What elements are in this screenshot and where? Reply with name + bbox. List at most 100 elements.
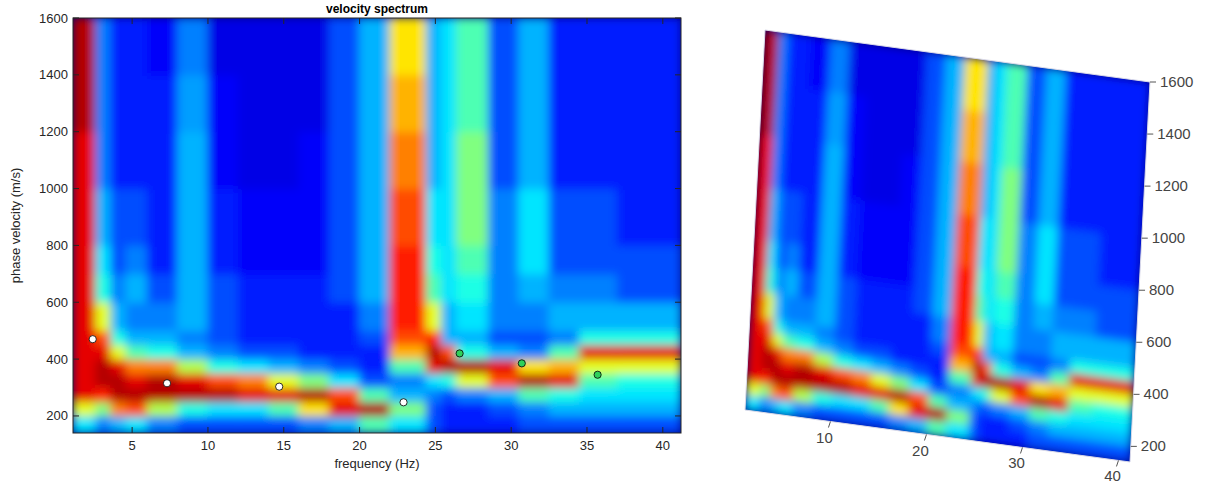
heat-cell xyxy=(177,245,208,274)
heat-cell xyxy=(389,330,426,345)
surface-cell xyxy=(1032,328,1053,357)
surface-cell xyxy=(960,109,986,164)
surface-cell xyxy=(933,289,954,318)
heat-cell xyxy=(126,330,148,345)
heat-cell xyxy=(549,401,580,416)
surface-cell xyxy=(766,266,777,293)
surface-cell xyxy=(982,361,992,375)
surface-cell xyxy=(764,318,774,332)
heat-cell xyxy=(518,18,549,75)
surface-cell xyxy=(747,368,762,383)
heat-cell xyxy=(238,273,269,302)
heat-cell xyxy=(549,74,580,132)
surface-cell xyxy=(1039,172,1061,227)
surface-cell xyxy=(762,357,772,371)
heat-cell xyxy=(426,18,442,75)
y-tick-right xyxy=(675,359,681,360)
heat-cell xyxy=(359,245,390,274)
heat-cell xyxy=(110,131,126,189)
heat-cell xyxy=(147,188,178,246)
heat-cell xyxy=(329,273,360,302)
heat-cell xyxy=(298,344,329,359)
surface-cell xyxy=(837,276,858,305)
plot-ground xyxy=(73,18,681,433)
surface-cell xyxy=(830,406,850,424)
surface-cell xyxy=(1072,308,1097,337)
heat-cell xyxy=(617,302,681,331)
surface-cell xyxy=(972,360,982,374)
heat-cell xyxy=(488,245,519,274)
y-tick xyxy=(1142,238,1148,239)
heat-cell xyxy=(426,74,442,132)
x-tick-label: 30 xyxy=(1008,454,1025,471)
y-tick xyxy=(73,245,79,246)
surface-cell xyxy=(820,195,842,250)
y-tick xyxy=(73,302,79,303)
surface-cell xyxy=(867,44,889,99)
heat-cell xyxy=(579,330,618,345)
heat-cell xyxy=(268,302,299,331)
heat-cell xyxy=(238,18,269,75)
heat-cell xyxy=(441,401,457,416)
surface-cell xyxy=(848,42,870,97)
surface-cell xyxy=(1025,66,1047,121)
heat-cell xyxy=(95,344,111,359)
y-tick-label: 800 xyxy=(1149,281,1174,298)
surface-cell xyxy=(938,159,960,214)
y-tick-label: 1400 xyxy=(1157,125,1190,142)
heat-cell xyxy=(110,359,126,374)
heat-cell xyxy=(488,131,519,189)
surface-cell xyxy=(985,296,996,323)
heat-cell xyxy=(329,330,360,345)
surface-cell xyxy=(1078,177,1105,232)
heat-cell xyxy=(238,359,269,374)
heat-cell xyxy=(73,344,96,359)
heat-cell xyxy=(456,359,489,374)
surface-cell xyxy=(1016,274,1037,303)
heat-cell xyxy=(617,330,681,345)
heat-cell xyxy=(268,273,299,302)
heat-cell xyxy=(73,188,96,246)
y-tick xyxy=(73,415,79,416)
surface-cell xyxy=(761,370,771,384)
heat-cell xyxy=(126,188,148,246)
heat-cell xyxy=(359,373,390,388)
surface-cell xyxy=(1036,224,1058,279)
heat-cell xyxy=(389,131,426,189)
y-tick-right xyxy=(675,188,681,189)
surface-cell xyxy=(750,290,766,318)
heat-cell xyxy=(359,302,390,331)
heat-cell xyxy=(549,415,580,433)
y-tick-label: 200 xyxy=(46,408,68,423)
surface-cell xyxy=(801,193,823,248)
heat-cell xyxy=(147,18,178,75)
surface-cell xyxy=(835,302,856,331)
heat-cell xyxy=(298,273,329,302)
heat-cell xyxy=(126,415,148,433)
heat-cell xyxy=(110,188,126,246)
heat-cell xyxy=(147,415,178,433)
heat-cell xyxy=(268,330,299,345)
heat-cell xyxy=(441,273,457,302)
heat-cell xyxy=(389,373,426,388)
surface-cell xyxy=(779,386,793,401)
y-tick-right xyxy=(675,415,681,416)
x-tick xyxy=(662,427,663,433)
heat-cell xyxy=(488,188,519,246)
surface-cell xyxy=(760,383,770,397)
heat-cell xyxy=(95,302,111,331)
y-tick-label: 400 xyxy=(46,352,68,367)
heat-cell xyxy=(73,302,96,331)
surface-cell xyxy=(1099,233,1142,291)
surface-cell xyxy=(974,321,985,348)
heat-cell xyxy=(456,273,489,302)
heat-cell xyxy=(518,74,549,132)
y-tick xyxy=(1147,134,1153,135)
surface-cell xyxy=(955,213,981,268)
surface-cell xyxy=(893,310,914,339)
surface-cell xyxy=(916,208,938,263)
surface-cell xyxy=(1053,305,1074,334)
surface-cell xyxy=(875,281,896,310)
surface-cell xyxy=(838,250,859,279)
heat-cell xyxy=(95,245,111,274)
